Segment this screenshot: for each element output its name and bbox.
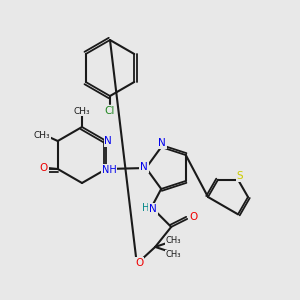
Text: N: N	[149, 204, 157, 214]
Text: CH₃: CH₃	[166, 250, 181, 260]
Text: NH: NH	[102, 165, 117, 175]
Text: CH₃: CH₃	[33, 130, 50, 140]
Text: CH₃: CH₃	[74, 106, 90, 116]
Text: N: N	[104, 136, 112, 146]
Text: N: N	[140, 162, 148, 172]
Text: H: H	[142, 203, 149, 213]
Text: S: S	[237, 171, 243, 181]
Text: O: O	[40, 163, 48, 173]
Text: N: N	[158, 138, 166, 148]
Text: O: O	[135, 258, 143, 268]
Text: CH₃: CH₃	[166, 236, 181, 245]
Text: O: O	[189, 212, 197, 222]
Text: Cl: Cl	[105, 106, 115, 116]
